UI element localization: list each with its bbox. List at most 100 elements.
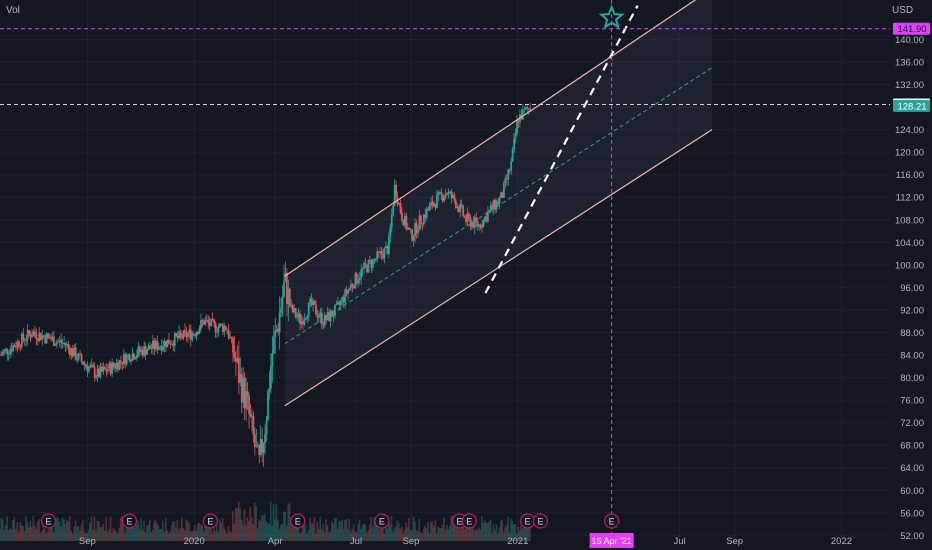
candle-body (511, 149, 514, 162)
candle-body (144, 346, 147, 355)
y-tick-label: 96.00 (900, 283, 924, 294)
volume-bar (131, 527, 134, 541)
y-tick-label: 136.00 (895, 57, 924, 68)
volume-bar (172, 521, 174, 541)
candle-body (341, 296, 344, 301)
candle-body (31, 335, 33, 338)
candle-body (233, 352, 236, 359)
target-price-tag-bg (893, 22, 930, 35)
volume-bar (99, 527, 102, 541)
volume-bar (93, 516, 96, 541)
volume-bar (421, 533, 423, 541)
earnings-marker-label: E (126, 517, 132, 527)
volume-bar (355, 532, 358, 541)
candle-body (344, 289, 347, 303)
volume-bar (82, 520, 84, 541)
candle-body (392, 205, 395, 215)
volume-bar (135, 524, 138, 541)
candle-body (159, 345, 162, 347)
volume-bar (472, 523, 474, 541)
volume-bar (64, 523, 67, 541)
candle-body (492, 199, 495, 210)
volume-bar (301, 522, 304, 541)
y-tick-label: 52.00 (900, 531, 924, 542)
volume-bar (245, 525, 247, 541)
candle-body (165, 340, 167, 348)
candle-body (121, 361, 124, 365)
volume-bar (491, 533, 493, 541)
volume-bar (303, 517, 305, 541)
candle-body (138, 346, 141, 352)
volume-bar (243, 509, 246, 541)
candle-body (184, 330, 186, 332)
volume-bar (1, 519, 4, 541)
candle-body (269, 366, 272, 389)
candle-body (294, 308, 297, 318)
candle-body (351, 284, 354, 287)
y-tick-label: 140.00 (895, 35, 924, 46)
volume-bar (15, 529, 17, 541)
candle-body (319, 312, 322, 318)
volume-bar (396, 520, 399, 541)
candle-body (191, 333, 194, 340)
candle-body (516, 120, 518, 134)
candle-body (73, 347, 76, 357)
volume-bar (232, 511, 234, 541)
volume-bar (166, 530, 169, 541)
candle-body (124, 354, 127, 365)
candle-body (162, 346, 165, 351)
volume-bar (345, 518, 348, 541)
volume-bar (416, 531, 419, 541)
volume-bar (310, 523, 313, 541)
earnings-marker-icon (604, 513, 620, 529)
volume-bar (169, 531, 171, 541)
volume-bar (514, 524, 517, 541)
candle-body (338, 302, 341, 305)
x-tick-label: 2021 (507, 536, 528, 547)
candle-body (185, 331, 188, 338)
volume-bar (198, 522, 201, 541)
volume-bar (333, 517, 336, 541)
candle-body (470, 221, 473, 227)
volume-bar (418, 518, 421, 541)
candle-body (486, 212, 489, 222)
volume-bar (191, 530, 193, 541)
candle-body (309, 298, 312, 303)
candle-body (366, 265, 368, 273)
volume-bar (268, 524, 271, 541)
candle-body (111, 362, 114, 374)
candle-body (99, 366, 102, 377)
candle-body (274, 330, 277, 338)
volume-bar (328, 532, 330, 541)
candle-body (95, 376, 98, 378)
candle-body (173, 333, 176, 347)
volume-bar (65, 519, 68, 541)
candle-body (524, 107, 527, 110)
candle-body (114, 366, 116, 369)
volume-bar (523, 526, 525, 541)
candle-body (306, 316, 309, 319)
candle-body (481, 226, 483, 228)
volume-bar (28, 527, 30, 541)
volume-bar (320, 529, 323, 541)
candle-body (323, 314, 326, 326)
volume-bar (220, 522, 222, 541)
volume-bar (181, 517, 183, 541)
candle-body (339, 300, 342, 305)
candle-body (117, 362, 119, 370)
candle-body (406, 227, 409, 230)
candle-body (478, 224, 481, 227)
candle-body (221, 324, 224, 332)
earnings-marker-label: E (457, 517, 463, 527)
volume-bar (125, 516, 128, 541)
candle-body (529, 108, 532, 111)
volume-bar (253, 502, 256, 541)
candle-body (103, 367, 106, 370)
candle-body (256, 444, 259, 446)
candle-body (125, 355, 128, 365)
volume-bar (476, 530, 479, 541)
candle-body (201, 319, 204, 322)
volume-bar (349, 532, 352, 541)
volume-bar (192, 530, 195, 541)
